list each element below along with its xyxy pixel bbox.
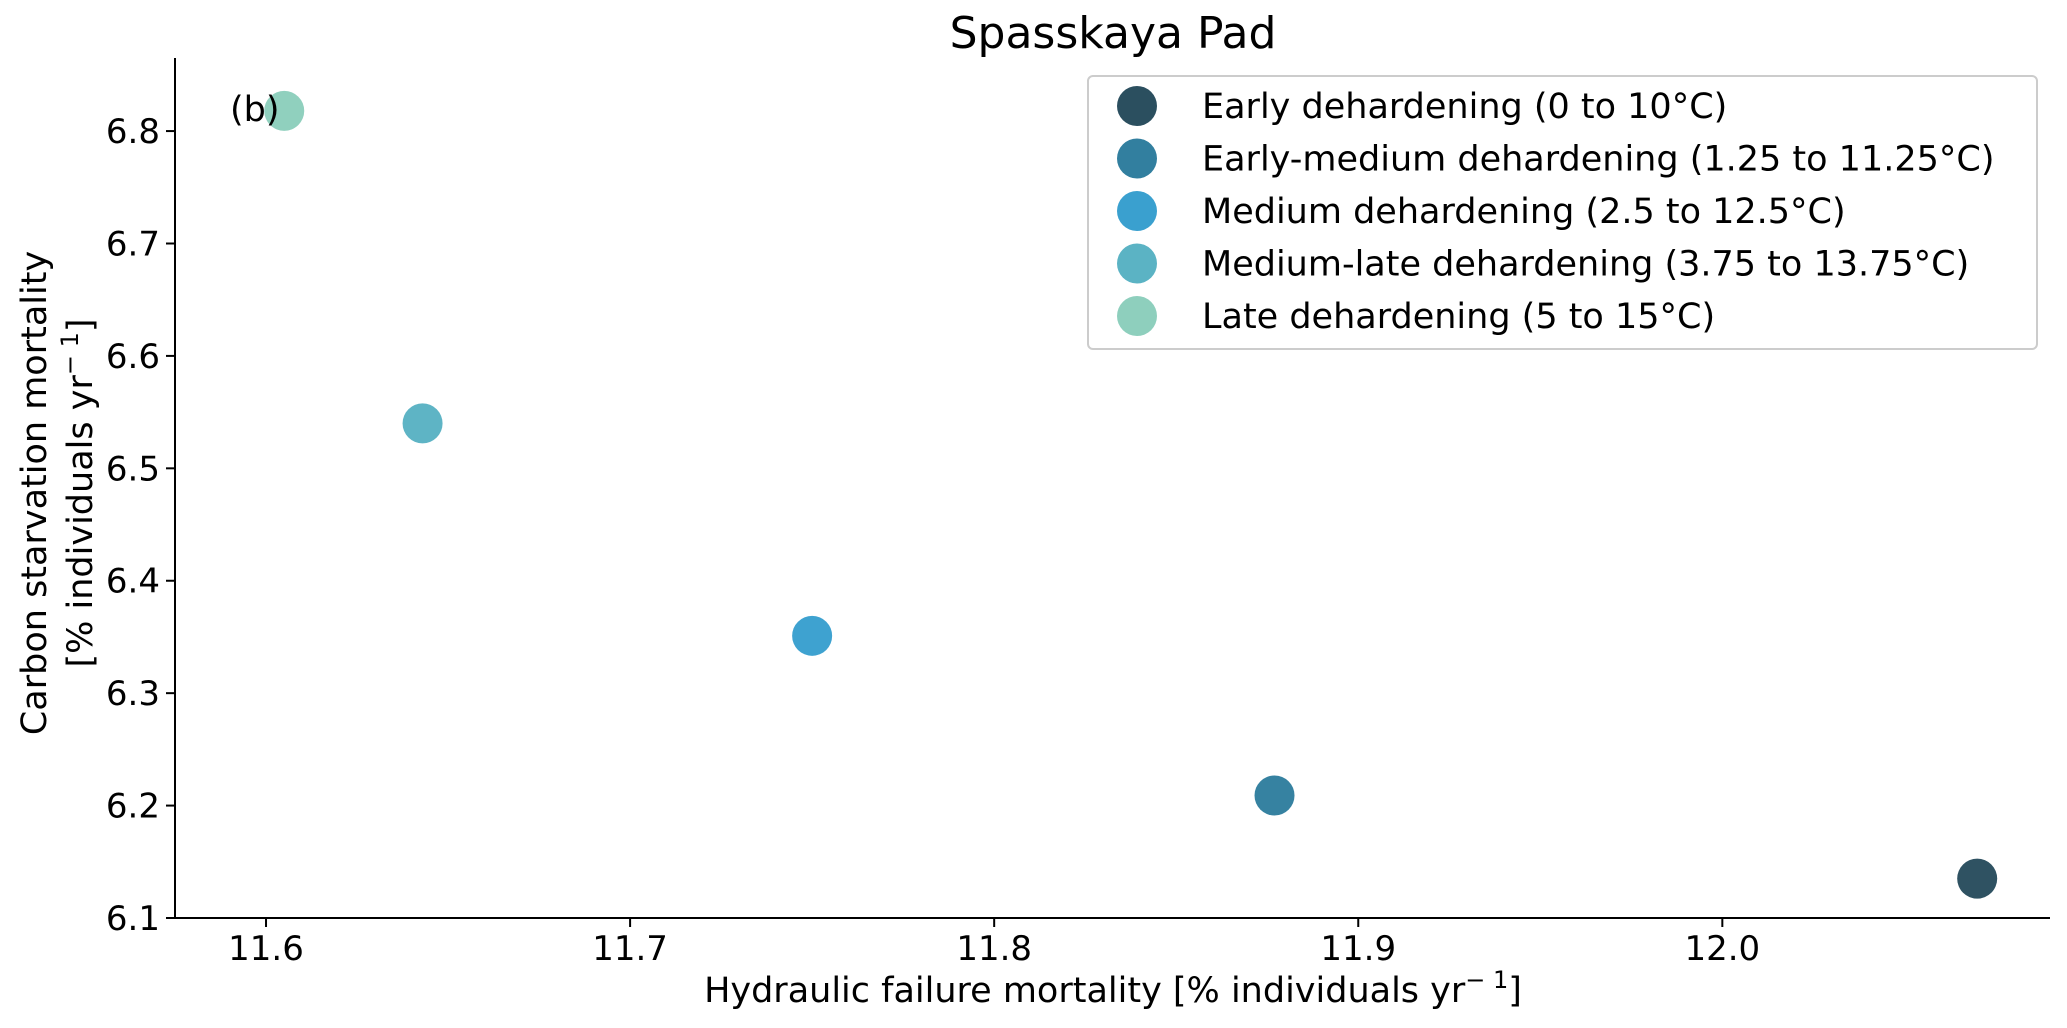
chart-title: Spasskaya Pad — [950, 8, 1277, 59]
data-points — [264, 90, 1998, 899]
data-point — [402, 403, 443, 444]
data-point — [264, 90, 305, 131]
data-point — [1957, 858, 1998, 899]
x-tick-label: 12.0 — [1684, 929, 1760, 969]
data-point — [1254, 775, 1295, 816]
legend-entry-label: Medium-late dehardening (3.75 to 13.75°C… — [1202, 245, 1969, 285]
panel-label: (b) — [230, 90, 280, 130]
y-axis-label: Carbon starvation mortality [% individua… — [15, 251, 101, 735]
y-tick-label: 6.2 — [106, 787, 160, 827]
legend-marker — [1117, 191, 1157, 231]
x-ticks: 11.6 11.7 11.8 11.9 12.0 — [228, 918, 1760, 969]
y-tick-label: 6.8 — [106, 112, 160, 152]
x-axis-label: Hydraulic failure mortality [% individua… — [704, 966, 1522, 1011]
y-tick-label: 6.7 — [106, 224, 160, 264]
x-tick-label: 11.7 — [592, 929, 668, 969]
y-tick-label: 6.3 — [106, 674, 160, 714]
y-axis-label-line2: [% individuals yr− 1] — [56, 318, 101, 667]
x-tick-label: 11.6 — [228, 929, 304, 969]
y-tick-label: 6.5 — [106, 449, 160, 489]
legend-entry-label: Late dehardening (5 to 15°C) — [1202, 297, 1715, 337]
legend-marker — [1117, 296, 1157, 336]
y-tick-label: 6.1 — [106, 899, 160, 939]
plot-area: 11.6 11.7 11.8 11.9 12.0 6.16.26.36.46.56.66… — [106, 58, 2050, 969]
y-axis-label-line1: Carbon starvation mortality — [15, 251, 55, 735]
legend-frame — [1087, 75, 2038, 350]
x-tick-label: 11.9 — [1320, 929, 1396, 969]
y-tick-label: 6.4 — [106, 562, 160, 602]
legend: Early dehardening (0 to 10°C) Early-mediu… — [1087, 75, 2038, 350]
data-point — [792, 615, 833, 656]
x-tick-label: 11.8 — [956, 929, 1032, 969]
legend-entry-label: Medium dehardening (2.5 to 12.5°C) — [1202, 192, 1846, 232]
legend-marker — [1117, 86, 1157, 126]
legend-entry-label: Early-medium dehardening (1.25 to 11.25°… — [1202, 140, 1994, 180]
legend-marker — [1117, 138, 1157, 179]
y-tick-label: 6.6 — [106, 337, 160, 377]
y-ticks: 6.1 6.2 6.3 6.4 6.5 6.6 6.7 6.8 — [106, 112, 175, 939]
legend-marker — [1117, 243, 1157, 284]
legend-entry-label: Early dehardening (0 to 10°C) — [1202, 87, 1727, 127]
